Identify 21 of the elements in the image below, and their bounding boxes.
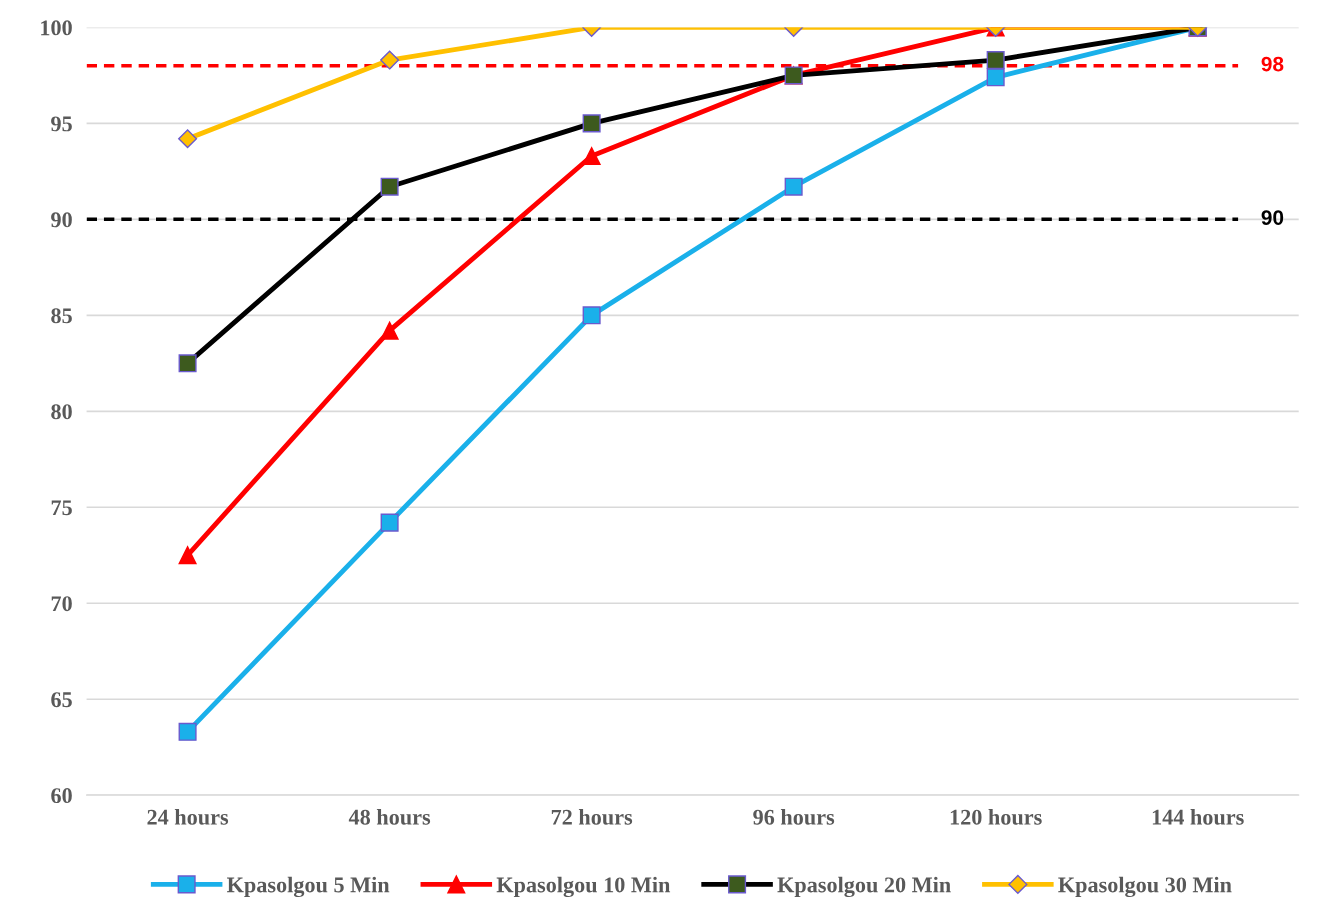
y-tick-label: 100: [41, 20, 72, 36]
x-tick-label: 120 hours: [950, 809, 1042, 825]
ref-line-label: 98: [1261, 56, 1284, 72]
y-tick-label: 60: [51, 788, 72, 804]
y-tick-label: 70: [51, 596, 72, 612]
x-tick-label: 144 hours: [1152, 809, 1244, 825]
legend-label: Kpasolgou 20 Min: [777, 876, 951, 898]
x-tick-label: 96 hours: [753, 809, 835, 825]
ref-line-label: 90: [1261, 210, 1284, 225]
x-tick-label: 72 hours: [551, 809, 633, 825]
y-tick-label: 65: [51, 692, 72, 708]
y-tick-label: 95: [51, 116, 72, 132]
y-tick-label: 90: [51, 212, 72, 228]
y-tick-label: 75: [51, 500, 72, 516]
legend-label: Kpasolgou 30 Min: [1058, 876, 1232, 898]
x-tick-label: 48 hours: [348, 809, 431, 825]
y-tick-label: 85: [51, 308, 72, 324]
legend-label: Kpasolgou 5 Min: [227, 876, 390, 898]
x-tick-label: 24 hours: [147, 809, 229, 825]
legend-label: Kpasolgou 10 Min: [496, 876, 671, 898]
y-tick-label: 80: [51, 404, 72, 420]
